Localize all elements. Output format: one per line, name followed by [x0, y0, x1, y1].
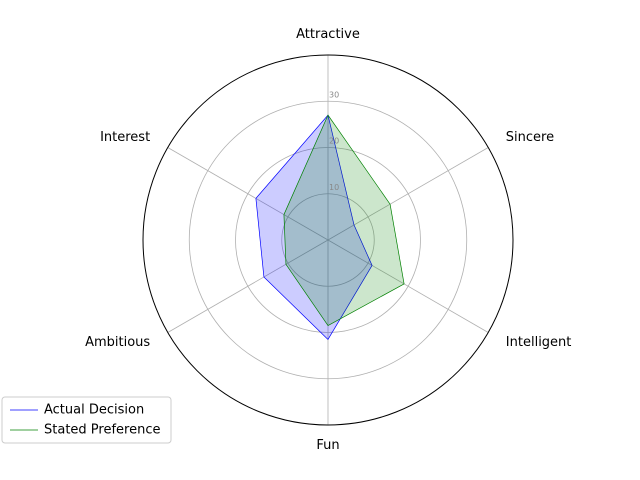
r-tick-label-1: 10: [329, 183, 339, 192]
spoke-2: [327, 147, 489, 241]
category-label-6: Interest: [100, 130, 150, 145]
spoke-6: [167, 147, 329, 241]
outer-frame: [142, 54, 514, 426]
category-label-4: Fun: [316, 438, 339, 453]
spoke-5: [167, 239, 329, 333]
category-label-2: Sincere: [506, 130, 554, 145]
r-tick-label-2: 20: [329, 137, 339, 146]
category-label-5: Ambitious: [85, 335, 150, 350]
series-area-1: [255, 114, 373, 340]
series-layer: [255, 114, 405, 340]
legend-label-1: Actual Decision: [44, 403, 144, 418]
grid-layer: [142, 54, 514, 426]
category-label-1: Attractive: [296, 27, 360, 42]
label-layer: 10 20 30 Attractive Sincere Intelligent Fun Amb…: [85, 27, 571, 453]
r-tick-label-3: 30: [329, 90, 339, 99]
series-area-2: [283, 114, 405, 326]
legend-frame: [1, 396, 172, 444]
category-label-3: Intelligent: [506, 335, 572, 350]
legend: Actual Decision Stated Preference: [1, 396, 172, 444]
spoke-3: [327, 239, 489, 333]
legend-label-2: Stated Preference: [44, 423, 160, 438]
